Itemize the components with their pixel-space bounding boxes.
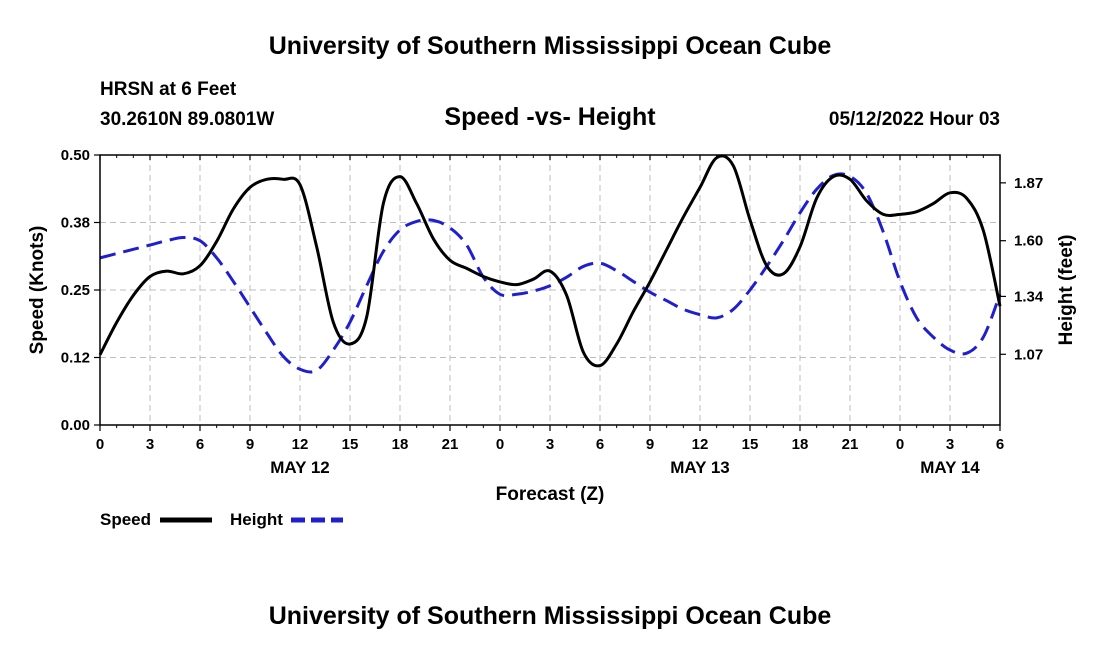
height-series-group [99,172,1002,374]
x-tick-label: 21 [842,436,859,453]
chart-title: Speed -vs- Height [444,103,656,131]
page-title: University of Southern Mississippi Ocean… [269,32,832,60]
x-tick-label: 9 [646,436,654,453]
y2-tick-label: 1.87 [1014,175,1043,192]
x-tick-label: 12 [692,436,709,453]
y-axis-title: Speed (Knots) [27,226,48,355]
legend-height-label: Height [230,510,283,529]
y-tick-label: 0.00 [61,417,90,434]
y2-tick-label: 1.07 [1014,346,1043,363]
station-coords: 30.2610N 89.0801W [100,109,274,130]
x-date-label: MAY 12 [270,458,330,477]
x-tick-label: 6 [196,436,204,453]
x-tick-label: 15 [342,436,359,453]
x-tick-label: 6 [996,436,1004,453]
x-tick-label: 15 [742,436,759,453]
y2-tick-label: 1.60 [1014,233,1043,250]
y2-tick-label: 1.34 [1014,288,1044,305]
x-axis-title: Forecast (Z) [496,484,605,505]
x-tick-label: 3 [546,436,554,453]
x-tick-label: 6 [596,436,604,453]
axes-ticks: 0 3 6 9 12 15 18 21 0 3 6 9 12 15 18 21 0 3 6 0.00 0.12 0.25 0… [61,147,1044,477]
x-tick-label: 18 [792,436,809,453]
footer-title: University of Southern Mississippi Ocean… [269,602,832,630]
y-tick-label: 0.50 [61,147,90,164]
x-tick-label: 0 [896,436,904,453]
x-tick-label: 9 [246,436,254,453]
x-date-label: MAY 13 [670,458,730,477]
legend-speed-label: Speed [100,510,151,529]
forecast-datetime: 05/12/2022 Hour 03 [829,109,1000,130]
x-tick-label: 3 [946,436,954,453]
x-date-label: MAY 14 [920,458,980,477]
y-tick-label: 0.12 [61,350,90,367]
x-tick-label: 0 [96,436,104,453]
y-tick-label: 0.38 [61,215,90,232]
height-series-line [99,172,1002,374]
y-tick-label: 0.25 [61,282,90,299]
x-tick-label: 12 [292,436,309,453]
speed-series-line [98,154,1002,368]
x-tick-label: 18 [392,436,409,453]
speed-series-group [98,154,1002,368]
x-tick-label: 3 [146,436,154,453]
x-tick-label: 21 [442,436,459,453]
y2-axis-title: Height (feet) [1056,235,1077,346]
x-tick-label: 0 [496,436,504,453]
grid-lines [100,154,1000,425]
station-label: HRSN at 6 Feet [100,79,237,100]
